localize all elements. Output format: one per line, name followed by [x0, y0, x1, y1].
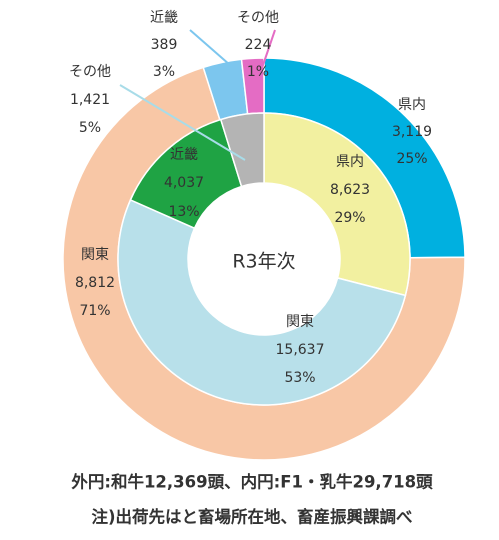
- segment-label: 関東: [286, 314, 314, 330]
- segment-label: 25%: [396, 151, 427, 167]
- segment-label: 3,119: [392, 124, 432, 140]
- segment-label: 5%: [79, 120, 101, 136]
- leader-line: [189, 29, 239, 73]
- ring-segment: [263, 112, 411, 297]
- segment-label: 3%: [153, 64, 175, 80]
- segment-label: 29%: [334, 210, 365, 226]
- segment-label: 8,623: [330, 182, 370, 198]
- segment-label: 近畿: [150, 10, 178, 26]
- segment-label: 389: [151, 37, 178, 53]
- segment-label: 53%: [284, 370, 315, 386]
- segment-label: 8,812: [75, 275, 115, 291]
- segment-label: 4,037: [164, 175, 204, 191]
- segment-label: 71%: [79, 303, 110, 319]
- segment-label: 県内: [336, 154, 364, 170]
- ring-segment: [219, 112, 265, 188]
- segment-label: 13%: [168, 204, 199, 220]
- segment-label: 1%: [247, 64, 269, 80]
- note: 注)出荷先はと畜場所在地、畜産振興課調べ: [91, 507, 412, 527]
- center-label: R3年次: [232, 251, 295, 273]
- segment-label: 1,421: [70, 92, 110, 108]
- segment-label: 県内: [398, 97, 426, 113]
- segment-label: 近畿: [170, 147, 198, 163]
- segment-label: 関東: [81, 247, 109, 263]
- leader-line: [119, 84, 246, 161]
- segment-label: その他: [237, 10, 279, 26]
- segment-label: 15,637: [276, 342, 325, 358]
- segment-label: 224: [245, 37, 272, 53]
- ring-segment: [117, 198, 407, 406]
- leader-line: [261, 29, 276, 69]
- rings: [62, 57, 466, 461]
- segment-label: その他: [69, 64, 111, 80]
- note: 外円:和牛12,369頭、内円:F1・乳牛29,718頭: [71, 472, 433, 492]
